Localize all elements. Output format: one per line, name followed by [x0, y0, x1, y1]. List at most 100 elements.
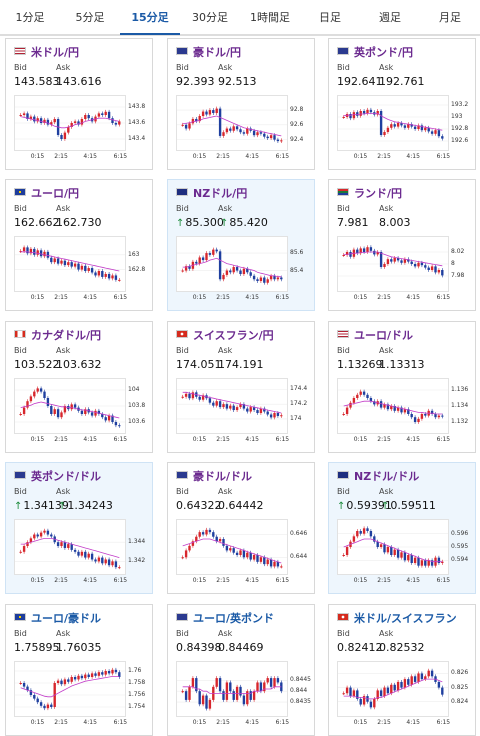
mini-chart[interactable] [337, 661, 449, 717]
tab-4[interactable]: 1時間足 [250, 11, 290, 24]
bid-value: 1.75895 [14, 641, 60, 654]
ask-number: 1.13313 [379, 358, 425, 371]
candle-body [359, 698, 362, 705]
pair-link[interactable]: 米ドル/スイスフラン [337, 610, 457, 625]
candles-svg [15, 245, 125, 282]
candle-body [383, 264, 386, 267]
rate-card[interactable]: ランド/円 Bid Ask 7.981 8.003 8.02 8 7.98 0:15 2:15 4:… [328, 179, 476, 311]
x-tick-label: 4:15 [406, 719, 420, 726]
candle-body [63, 679, 67, 685]
rate-card[interactable]: 豪ドル/円 Bid Ask 92.393 92.513 92.8 92.6 92.4 0:15 2… [167, 38, 315, 170]
rate-card[interactable]: 英ポンド/円 Bid Ask 192.641 192.761 193.2 193 192.8 1… [328, 38, 476, 170]
pair-link[interactable]: スイスフラン/円 [176, 327, 274, 342]
y-tick-label: 192.6 [451, 137, 469, 144]
rate-card[interactable]: 英ポンド/ドル Bid Ask ↑1.34139 ↑1.34243 1.344 1.342 0… [5, 462, 153, 594]
tab-3[interactable]: 30分足 [192, 11, 228, 24]
mini-chart[interactable] [14, 95, 126, 151]
tab-5[interactable]: 日足 [319, 11, 341, 24]
candle-body [362, 111, 366, 114]
mini-chart[interactable] [176, 661, 288, 717]
candle-body [239, 129, 242, 133]
tab-6[interactable]: 週足 [379, 11, 401, 24]
rate-card[interactable]: ユーロ/豪ドル Bid Ask 1.75895 1.76035 1.76 1.758 1.75… [5, 604, 153, 736]
x-tick-label: 4:15 [245, 577, 259, 584]
candle-body [246, 128, 249, 134]
pair-link[interactable]: 英ポンド/ドル [14, 468, 101, 483]
y-tick-label: 0.824 [451, 697, 469, 705]
candle-body [181, 270, 184, 272]
tab-0[interactable]: 1分足 [15, 11, 45, 24]
candle-body [218, 539, 222, 542]
rate-card[interactable]: カナダドル/円 Bid Ask 103.522 103.632 104 103.8 103.6… [5, 321, 153, 453]
mini-chart[interactable] [176, 519, 288, 575]
ask-value: ↑85.420 [220, 216, 268, 229]
ask-label: Ask [379, 63, 394, 72]
candle-body [342, 414, 345, 415]
mini-chart[interactable] [176, 378, 288, 434]
x-tick-label: 0:15 [30, 719, 45, 726]
rate-card[interactable]: 豪ドル/ドル Bid Ask 0.64322 0.64442 0.646 0.644 0:15… [167, 462, 315, 594]
candle-body [107, 671, 111, 674]
pair-link[interactable]: NZドル/円 [176, 185, 247, 200]
pair-link[interactable]: ユーロ/ドル [337, 327, 413, 342]
candle-body [46, 530, 50, 535]
mini-chart[interactable] [337, 95, 449, 151]
candle-body [420, 262, 424, 266]
candle-body [63, 132, 67, 139]
candle-body [413, 264, 417, 267]
candle-body [70, 544, 73, 550]
candle-body [376, 541, 379, 547]
x-tick-label: 4:15 [83, 436, 97, 443]
candle-body [90, 412, 94, 416]
rate-card[interactable]: NZドル/円 Bid Ask ↑85.300 ↑85.420 85.6 85.4 0:15 2:… [167, 179, 315, 311]
candle-body [22, 247, 26, 252]
mini-chart[interactable] [337, 378, 449, 434]
mini-chart[interactable] [176, 95, 288, 151]
mini-chart[interactable] [176, 236, 288, 292]
bid-value: 0.82412 [337, 641, 383, 654]
tab-7[interactable]: 月足 [439, 11, 461, 24]
candle-body [73, 263, 77, 267]
mini-chart[interactable] [337, 519, 449, 575]
pair-link[interactable]: 豪ドル/ドル [176, 468, 252, 483]
pair-link[interactable]: カナダドル/円 [14, 327, 101, 342]
flag-icon [337, 188, 349, 196]
candle-body [373, 536, 376, 542]
rate-card[interactable]: NZドル/ドル Bid Ask ↑0.59391 ↑0.59511 0.596 0.595 0… [328, 462, 476, 594]
pair-link[interactable]: 英ポンド/円 [337, 44, 413, 59]
rate-card[interactable]: ユーロ/英ポンド Bid Ask 0.84398 0.84469 0.8445 0.844 0… [167, 604, 315, 736]
tab-2[interactable]: 15分足 [120, 0, 180, 35]
rate-card[interactable]: 米ドル/円 Bid Ask 143.583 143.616 143.8 143.6 143.4… [5, 38, 153, 170]
y-tick-label: 85.6 [290, 249, 304, 257]
tab-1[interactable]: 5分足 [75, 11, 105, 24]
moving-average-line [343, 251, 443, 267]
y-tick-label: 1.132 [451, 418, 469, 425]
pair-link[interactable]: ユーロ/豪ドル [14, 610, 101, 625]
candle-body [229, 548, 232, 551]
pair-link[interactable]: 米ドル/円 [14, 44, 79, 59]
mini-chart[interactable] [14, 378, 126, 434]
candle-body [70, 262, 73, 267]
rate-card[interactable]: 米ドル/スイスフラン Bid Ask 0.82412 0.82532 0.826 0.825… [328, 604, 476, 736]
candle-body [232, 405, 235, 411]
mini-chart[interactable] [14, 661, 126, 717]
x-tick-label: 4:15 [83, 719, 97, 726]
mini-chart[interactable] [14, 236, 126, 292]
pair-link[interactable]: 豪ドル/円 [176, 44, 241, 59]
ask-value: 0.82532 [379, 641, 425, 654]
pair-link[interactable]: ユーロ/英ポンド [176, 610, 274, 625]
candle-body [383, 404, 386, 408]
rate-card[interactable]: ユーロ/ドル Bid Ask 1.13269 1.13313 1.136 1.134 1.13… [328, 321, 476, 453]
candle-body [22, 407, 26, 414]
pair-link[interactable]: ユーロ/円 [14, 185, 79, 200]
pair-link[interactable]: ランド/円 [337, 185, 402, 200]
rate-card[interactable]: ユーロ/円 Bid Ask 162.662 162.730 163 162.8 0:15 2:1… [5, 179, 153, 311]
y-axis: 104 103.8 103.6 [128, 378, 154, 434]
rate-card[interactable]: スイスフラン/円 Bid Ask 174.051 174.191 174.4 174.2 17… [167, 321, 315, 453]
mini-chart[interactable] [14, 519, 126, 575]
candle-body [342, 693, 345, 695]
pair-link[interactable]: NZドル/ドル [337, 468, 419, 483]
mini-chart[interactable] [337, 236, 449, 292]
x-tick-label: 4:15 [245, 294, 259, 301]
candle-body [396, 681, 400, 691]
